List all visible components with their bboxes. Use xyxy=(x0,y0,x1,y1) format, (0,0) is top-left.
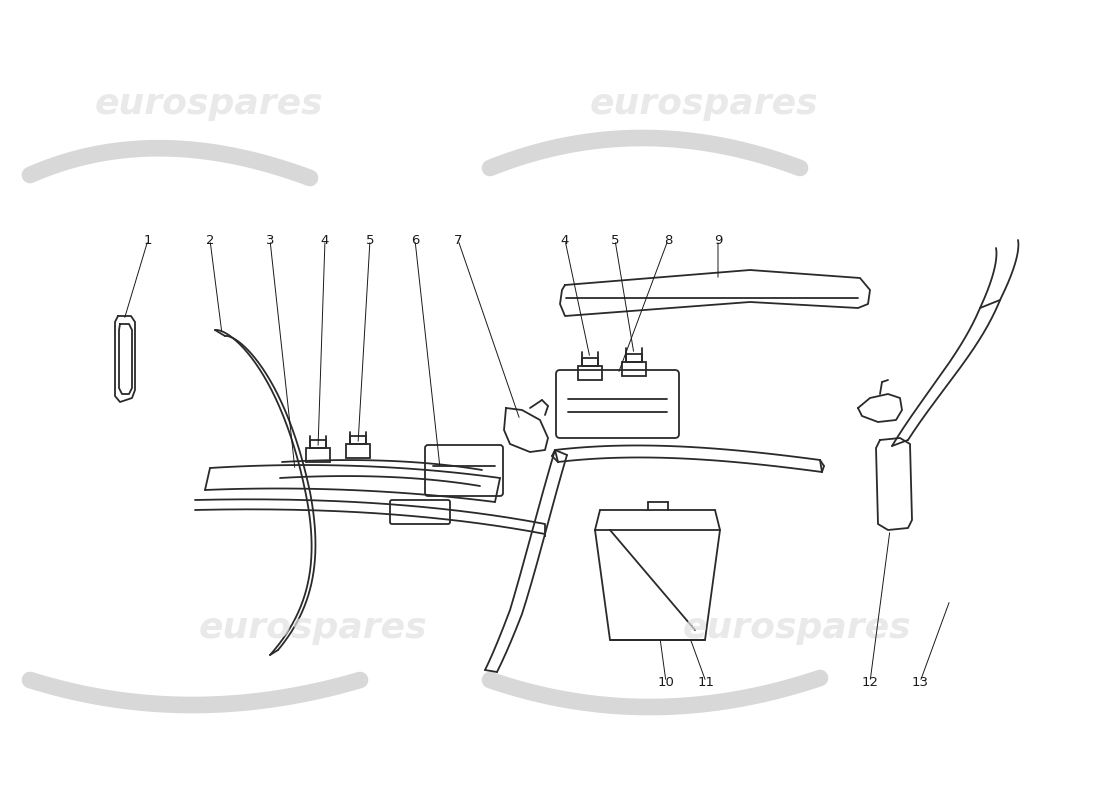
Text: eurospares: eurospares xyxy=(590,87,818,121)
Text: 4: 4 xyxy=(321,234,329,246)
Text: eurospares: eurospares xyxy=(683,611,912,645)
Bar xyxy=(626,354,642,362)
Bar xyxy=(621,362,646,376)
Text: 5: 5 xyxy=(610,234,619,246)
Text: 8: 8 xyxy=(663,234,672,246)
Bar xyxy=(346,444,370,458)
Bar xyxy=(582,358,598,366)
Text: 2: 2 xyxy=(206,234,214,246)
Text: 1: 1 xyxy=(144,234,152,246)
Bar xyxy=(578,366,602,380)
Text: 9: 9 xyxy=(714,234,723,246)
Text: 7: 7 xyxy=(453,234,462,246)
Text: eurospares: eurospares xyxy=(95,87,323,121)
Bar xyxy=(350,436,366,444)
Bar xyxy=(306,448,330,462)
Bar xyxy=(310,440,326,448)
Text: 5: 5 xyxy=(365,234,374,246)
Text: 12: 12 xyxy=(861,675,879,689)
Text: 10: 10 xyxy=(658,675,674,689)
Text: 13: 13 xyxy=(912,675,928,689)
Text: eurospares: eurospares xyxy=(199,611,428,645)
Text: 4: 4 xyxy=(561,234,569,246)
Text: 11: 11 xyxy=(697,675,715,689)
Text: 3: 3 xyxy=(266,234,274,246)
Text: 6: 6 xyxy=(410,234,419,246)
